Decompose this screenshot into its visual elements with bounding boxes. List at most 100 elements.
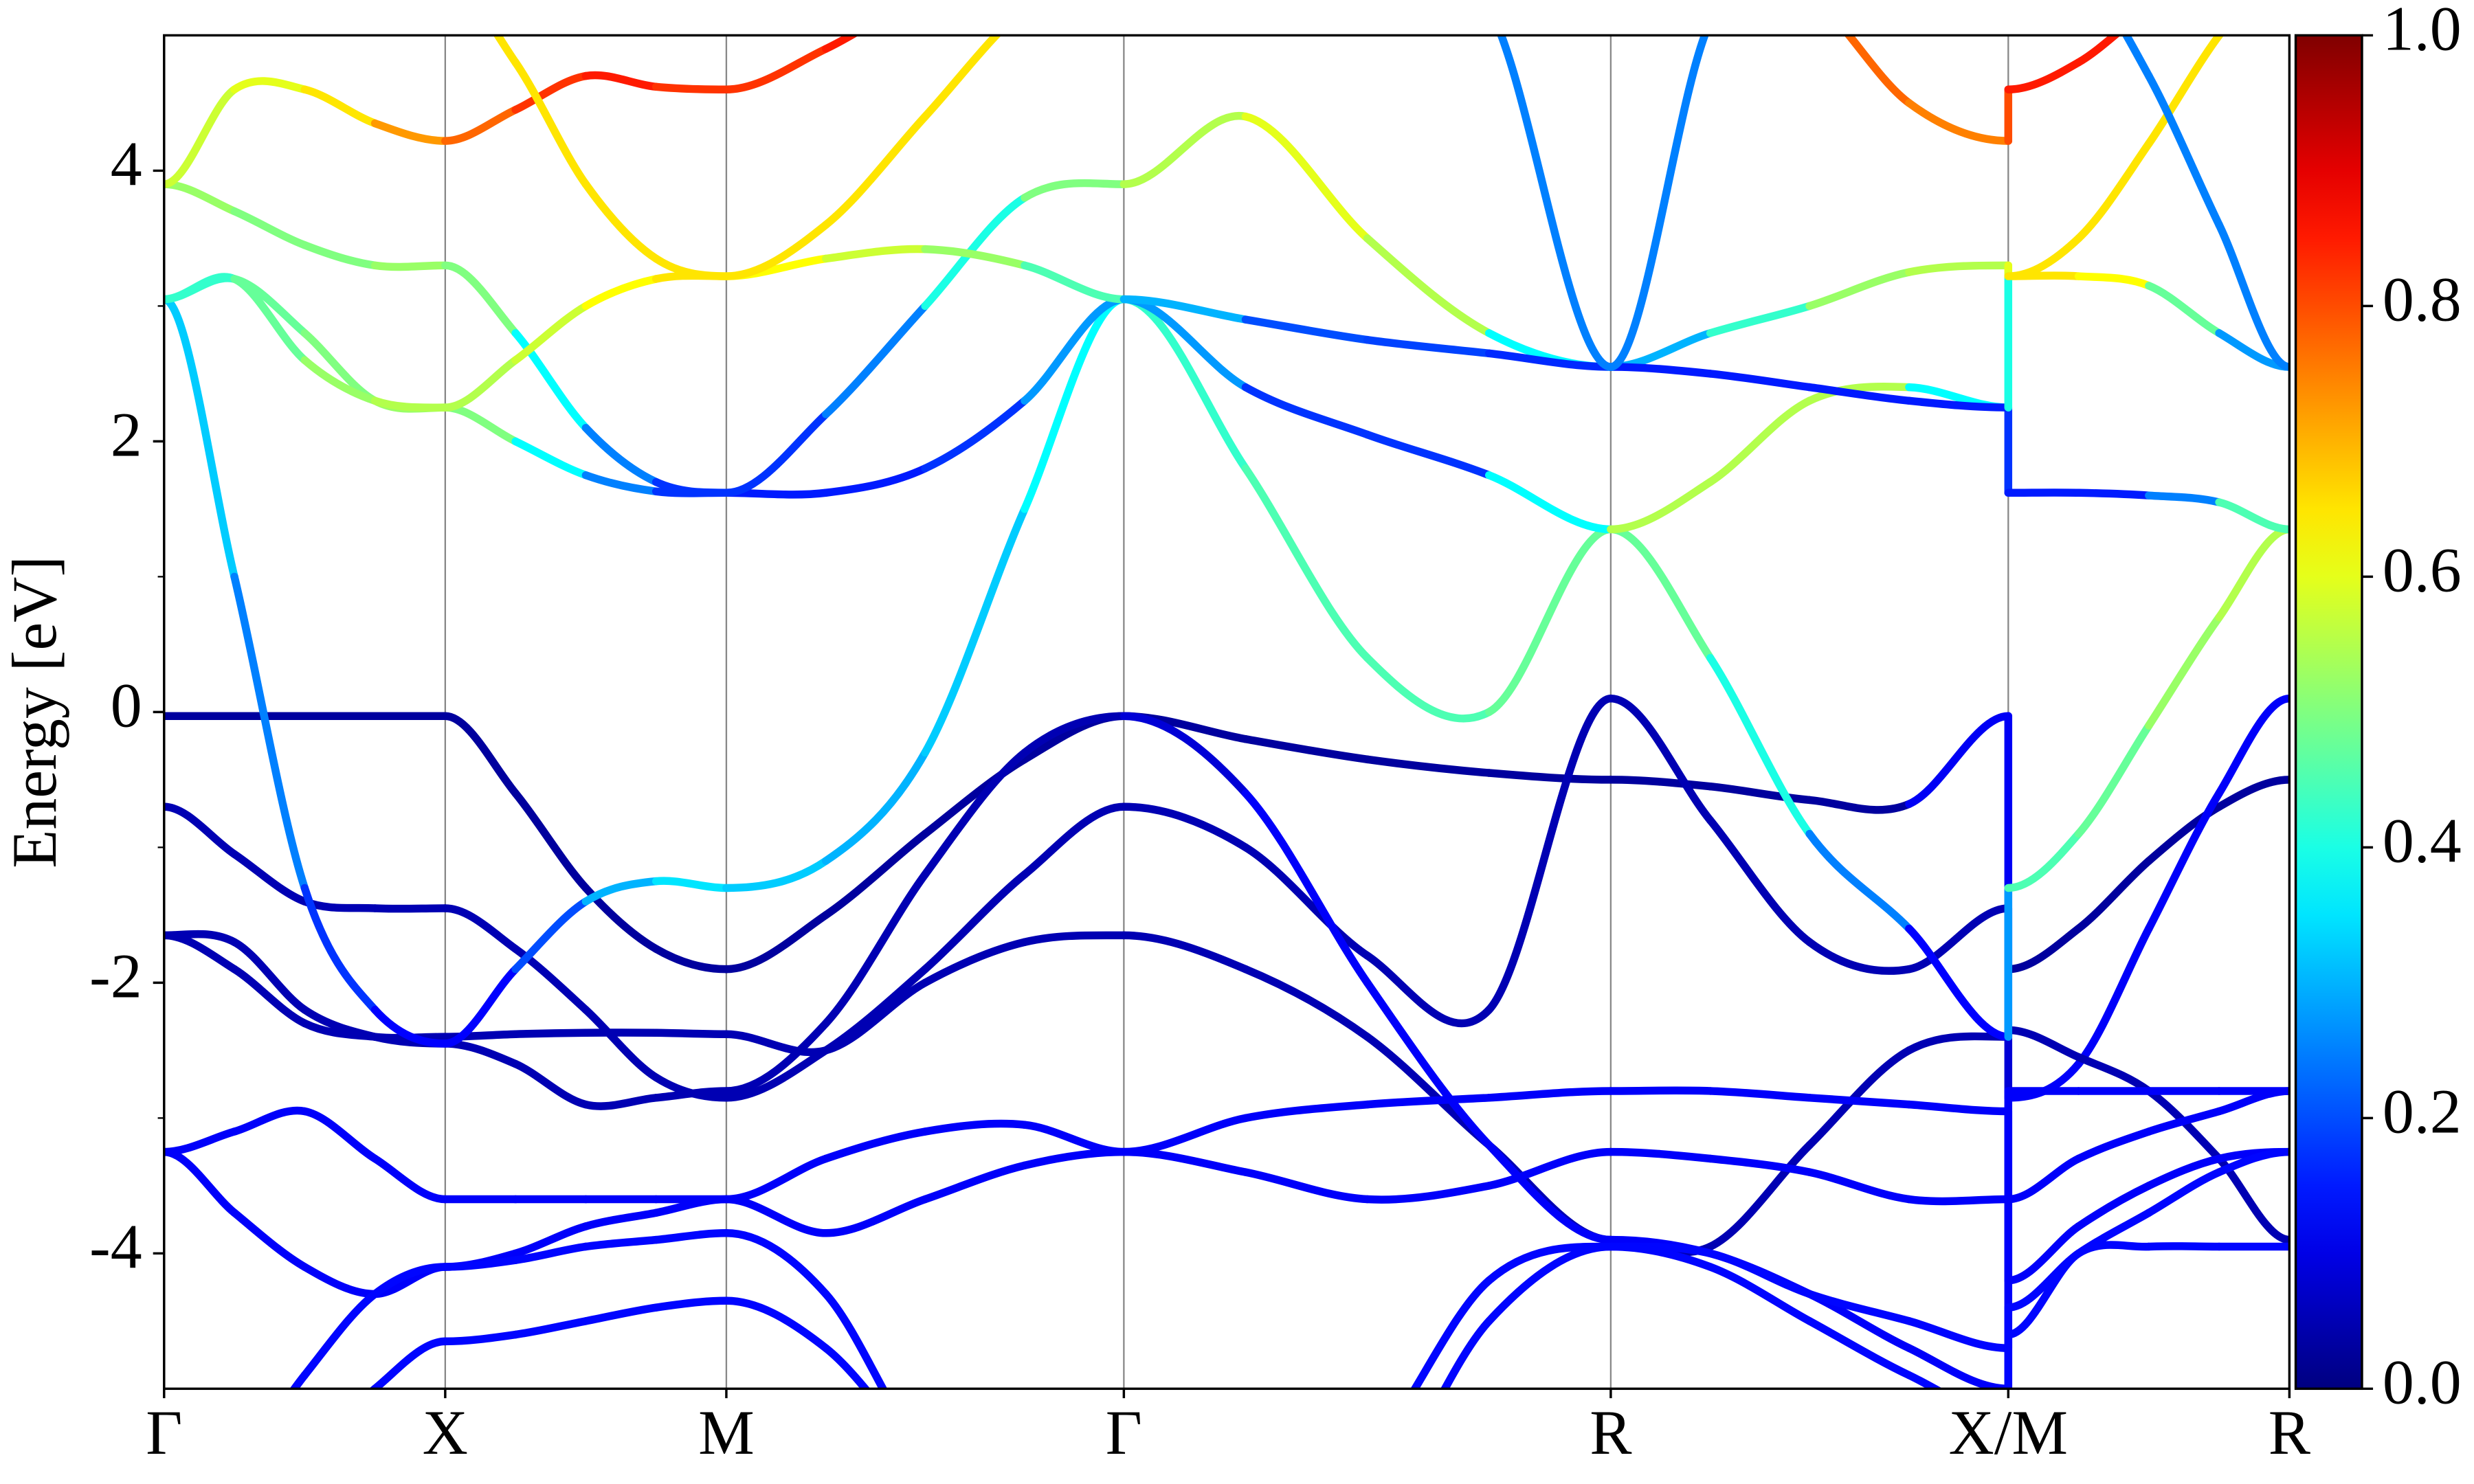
band-segment <box>511 71 590 114</box>
band-segment <box>511 58 590 188</box>
x-tick-label: X/M <box>1949 1397 2068 1468</box>
band-segment <box>1021 802 1128 879</box>
band-segment <box>511 897 590 974</box>
band-segment <box>1706 302 1814 337</box>
colorbar <box>2294 34 2363 1391</box>
band-segment <box>581 423 660 486</box>
band-segment <box>722 1229 830 1298</box>
band-segment <box>441 904 520 953</box>
band-segment <box>651 82 731 93</box>
band-segment <box>1607 694 1715 824</box>
band-segment <box>1706 1249 1814 1298</box>
band-segment <box>1706 1141 1814 1251</box>
band-segment <box>1363 234 1493 337</box>
band-segment <box>2149 0 2219 8</box>
band-segment <box>1241 1168 1372 1204</box>
band-segment <box>230 965 309 1028</box>
band-segment <box>1706 816 1814 946</box>
band-segment <box>921 1119 1029 1136</box>
band-segment <box>1363 1094 1493 1109</box>
band-segment <box>1363 1182 1493 1204</box>
band-segment <box>1607 525 1715 662</box>
band-segment <box>511 1242 590 1264</box>
band-segment <box>511 1028 590 1038</box>
band-segment <box>1241 112 1372 243</box>
band-segment <box>2074 924 2153 1068</box>
band-segment <box>2215 1147 2290 1176</box>
band-segment <box>921 396 1029 473</box>
band-segment <box>925 1457 1025 1484</box>
band-segment <box>921 35 1002 121</box>
band-segment <box>1485 525 1615 717</box>
band-segment <box>1025 0 1124 8</box>
band-segment <box>441 965 520 1048</box>
x-tick-label: R <box>2269 1397 2311 1468</box>
band-segment <box>921 748 1029 879</box>
y-axis-label: Energy [eV] <box>0 556 69 868</box>
band-segment <box>1905 1195 2013 1206</box>
band-segment <box>1905 904 2013 974</box>
band-segment <box>921 1161 1029 1204</box>
band-segment <box>821 1290 888 1389</box>
band-segment <box>441 106 520 145</box>
band-segment <box>370 1263 449 1298</box>
band-segment <box>2145 71 2223 229</box>
band-segment <box>1241 965 1372 1041</box>
band-segment <box>1905 1371 1943 1389</box>
band-segment <box>1241 789 1372 987</box>
band-segment <box>1119 1114 1250 1156</box>
band-segment <box>1805 938 1913 975</box>
band-segment <box>2074 721 2153 838</box>
band-segment <box>1497 35 1615 371</box>
band-segment <box>1805 1317 1913 1380</box>
band-segment <box>2145 282 2223 337</box>
band-segment <box>441 403 520 446</box>
colorbar-tick-label: 0.2 <box>2383 1076 2462 1146</box>
band-segment <box>651 477 731 497</box>
band-segment <box>1905 1317 2013 1352</box>
band-segment <box>164 802 238 858</box>
band-segment <box>164 295 238 581</box>
band-segment <box>581 877 660 906</box>
band-segment <box>821 112 929 229</box>
band-segment <box>1363 952 1493 1028</box>
band-segment <box>1607 776 1715 791</box>
band-segment <box>1021 1121 1128 1156</box>
band-segment <box>300 241 379 270</box>
band-segment <box>511 302 590 364</box>
band-segment <box>230 207 309 249</box>
band-segment <box>1607 477 1715 534</box>
band-segment <box>1805 1290 1913 1325</box>
band-segment <box>2121 35 2153 80</box>
band-segment <box>581 1208 660 1230</box>
band-segment <box>2215 221 2290 371</box>
band-segment <box>1905 1100 2013 1116</box>
band-segment <box>441 1039 520 1068</box>
colorbar-tick-label: 1.0 <box>2383 0 2462 64</box>
band-segment <box>370 261 449 271</box>
band-segment <box>651 254 731 280</box>
band-segment <box>1021 295 1128 405</box>
band-segment <box>1363 978 1493 1149</box>
band-segment <box>2145 35 2223 148</box>
band-segment <box>2215 694 2290 798</box>
band-segment <box>1241 843 1372 960</box>
band-segment <box>1119 111 1250 188</box>
band-segment <box>2074 1127 2153 1163</box>
band-segment <box>300 1263 379 1298</box>
band-segment <box>1607 1147 1715 1163</box>
band-segment <box>1245 1457 1367 1484</box>
band-segment <box>722 1296 830 1352</box>
band-segment <box>230 77 309 93</box>
band-segment <box>1607 1242 1715 1271</box>
band-segment <box>234 1457 304 1484</box>
band-segment <box>1805 268 1913 311</box>
band-segment <box>493 35 520 67</box>
band-segment <box>1905 99 2013 145</box>
band-segment <box>921 505 1029 757</box>
band-segment <box>164 85 238 188</box>
band-segment <box>368 1384 379 1389</box>
bands-layer <box>164 0 2290 1484</box>
band-segment <box>441 261 520 337</box>
band-segment <box>2215 776 2290 811</box>
